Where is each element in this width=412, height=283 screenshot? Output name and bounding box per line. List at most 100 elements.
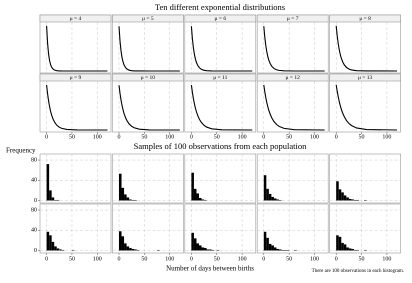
panel	[112, 153, 184, 204]
x-tick-label: 50	[359, 256, 365, 262]
bar	[71, 249, 75, 251]
bar	[157, 249, 160, 251]
bar	[131, 248, 135, 251]
density-curve	[118, 85, 180, 131]
bar	[343, 195, 347, 201]
bar	[61, 249, 65, 251]
density-curve	[190, 26, 253, 72]
bar	[126, 197, 130, 201]
bar	[121, 187, 125, 201]
density-curve	[46, 84, 108, 131]
x-tick-label: 100	[310, 256, 319, 262]
x-tick-label: 50	[141, 134, 147, 140]
x-axis-label: Number of days between births	[166, 265, 254, 273]
panel	[112, 73, 184, 133]
panel	[256, 14, 329, 74]
strip	[39, 14, 112, 23]
strip-label: μ = 13	[358, 75, 373, 81]
strip-label: μ = 6	[215, 16, 227, 22]
bar	[338, 189, 342, 201]
x-tick-label: 0	[117, 134, 120, 140]
bar	[201, 199, 205, 201]
bar	[266, 237, 269, 251]
bar	[284, 249, 287, 251]
bar	[348, 248, 352, 251]
bar	[131, 199, 135, 201]
bar	[348, 198, 352, 201]
density-curve	[335, 25, 398, 72]
bar	[124, 243, 127, 251]
bar	[356, 199, 360, 201]
bar	[341, 192, 344, 201]
y-tick-label: 40	[31, 228, 37, 234]
bar	[338, 236, 342, 251]
strip	[39, 73, 112, 82]
strip	[256, 73, 329, 82]
bar	[279, 199, 282, 201]
bar	[206, 249, 210, 251]
x-tick-label: 0	[262, 134, 265, 140]
x-tick-label: 100	[238, 256, 247, 262]
strip	[112, 73, 184, 82]
bar	[209, 249, 212, 251]
bottom-title: Samples of 100 observations from each po…	[134, 141, 308, 151]
density-curve	[335, 84, 398, 131]
strip-label: μ = 12	[286, 75, 301, 81]
bar	[216, 249, 220, 251]
bar	[199, 197, 202, 201]
panel	[39, 14, 112, 74]
x-tick-label: 100	[165, 256, 174, 262]
bar	[193, 188, 197, 201]
panel	[39, 153, 112, 204]
bar	[364, 199, 367, 201]
bar	[193, 238, 197, 251]
y-tick-label: 80	[31, 157, 37, 163]
bar	[273, 247, 277, 251]
bar	[351, 248, 354, 251]
x-tick-label: 50	[286, 256, 292, 262]
strip	[256, 14, 329, 23]
panel	[329, 14, 401, 74]
bar	[268, 243, 272, 251]
strip-label: μ = 8	[359, 16, 371, 22]
bar	[343, 244, 347, 251]
density-curve	[263, 84, 325, 131]
bar	[346, 247, 349, 251]
strip-label: μ = 10	[141, 75, 156, 81]
density-curve	[118, 26, 180, 72]
bar	[204, 247, 207, 251]
bar	[129, 247, 132, 251]
bar	[281, 249, 285, 251]
bar	[56, 199, 60, 201]
y-tick-label: 0	[34, 248, 37, 254]
bar	[124, 194, 127, 201]
x-tick-label: 50	[141, 256, 147, 262]
bar	[46, 231, 50, 251]
panel	[329, 73, 401, 133]
bar	[346, 197, 349, 201]
strip	[329, 14, 401, 23]
note: There are 100 observations in each histo…	[312, 269, 404, 274]
bar	[263, 175, 267, 201]
bar	[118, 231, 122, 251]
strip	[112, 14, 184, 23]
bar	[49, 190, 52, 201]
x-tick-label: 50	[359, 134, 365, 140]
bar	[351, 199, 354, 201]
y-tick-label: 40	[31, 178, 37, 184]
strip	[329, 73, 401, 82]
panel	[112, 14, 184, 74]
x-tick-label: 100	[165, 134, 174, 140]
bar	[121, 236, 125, 251]
x-tick-label: 0	[335, 134, 338, 140]
x-tick-label: 100	[93, 256, 102, 262]
bar	[336, 181, 339, 201]
strip-label: μ = 4	[70, 16, 82, 22]
bar	[56, 248, 60, 251]
bar	[196, 243, 199, 251]
x-tick-label: 100	[310, 134, 319, 140]
x-tick-label: 0	[190, 256, 193, 262]
bar	[199, 245, 202, 251]
bar	[118, 173, 122, 201]
bar	[191, 232, 194, 251]
